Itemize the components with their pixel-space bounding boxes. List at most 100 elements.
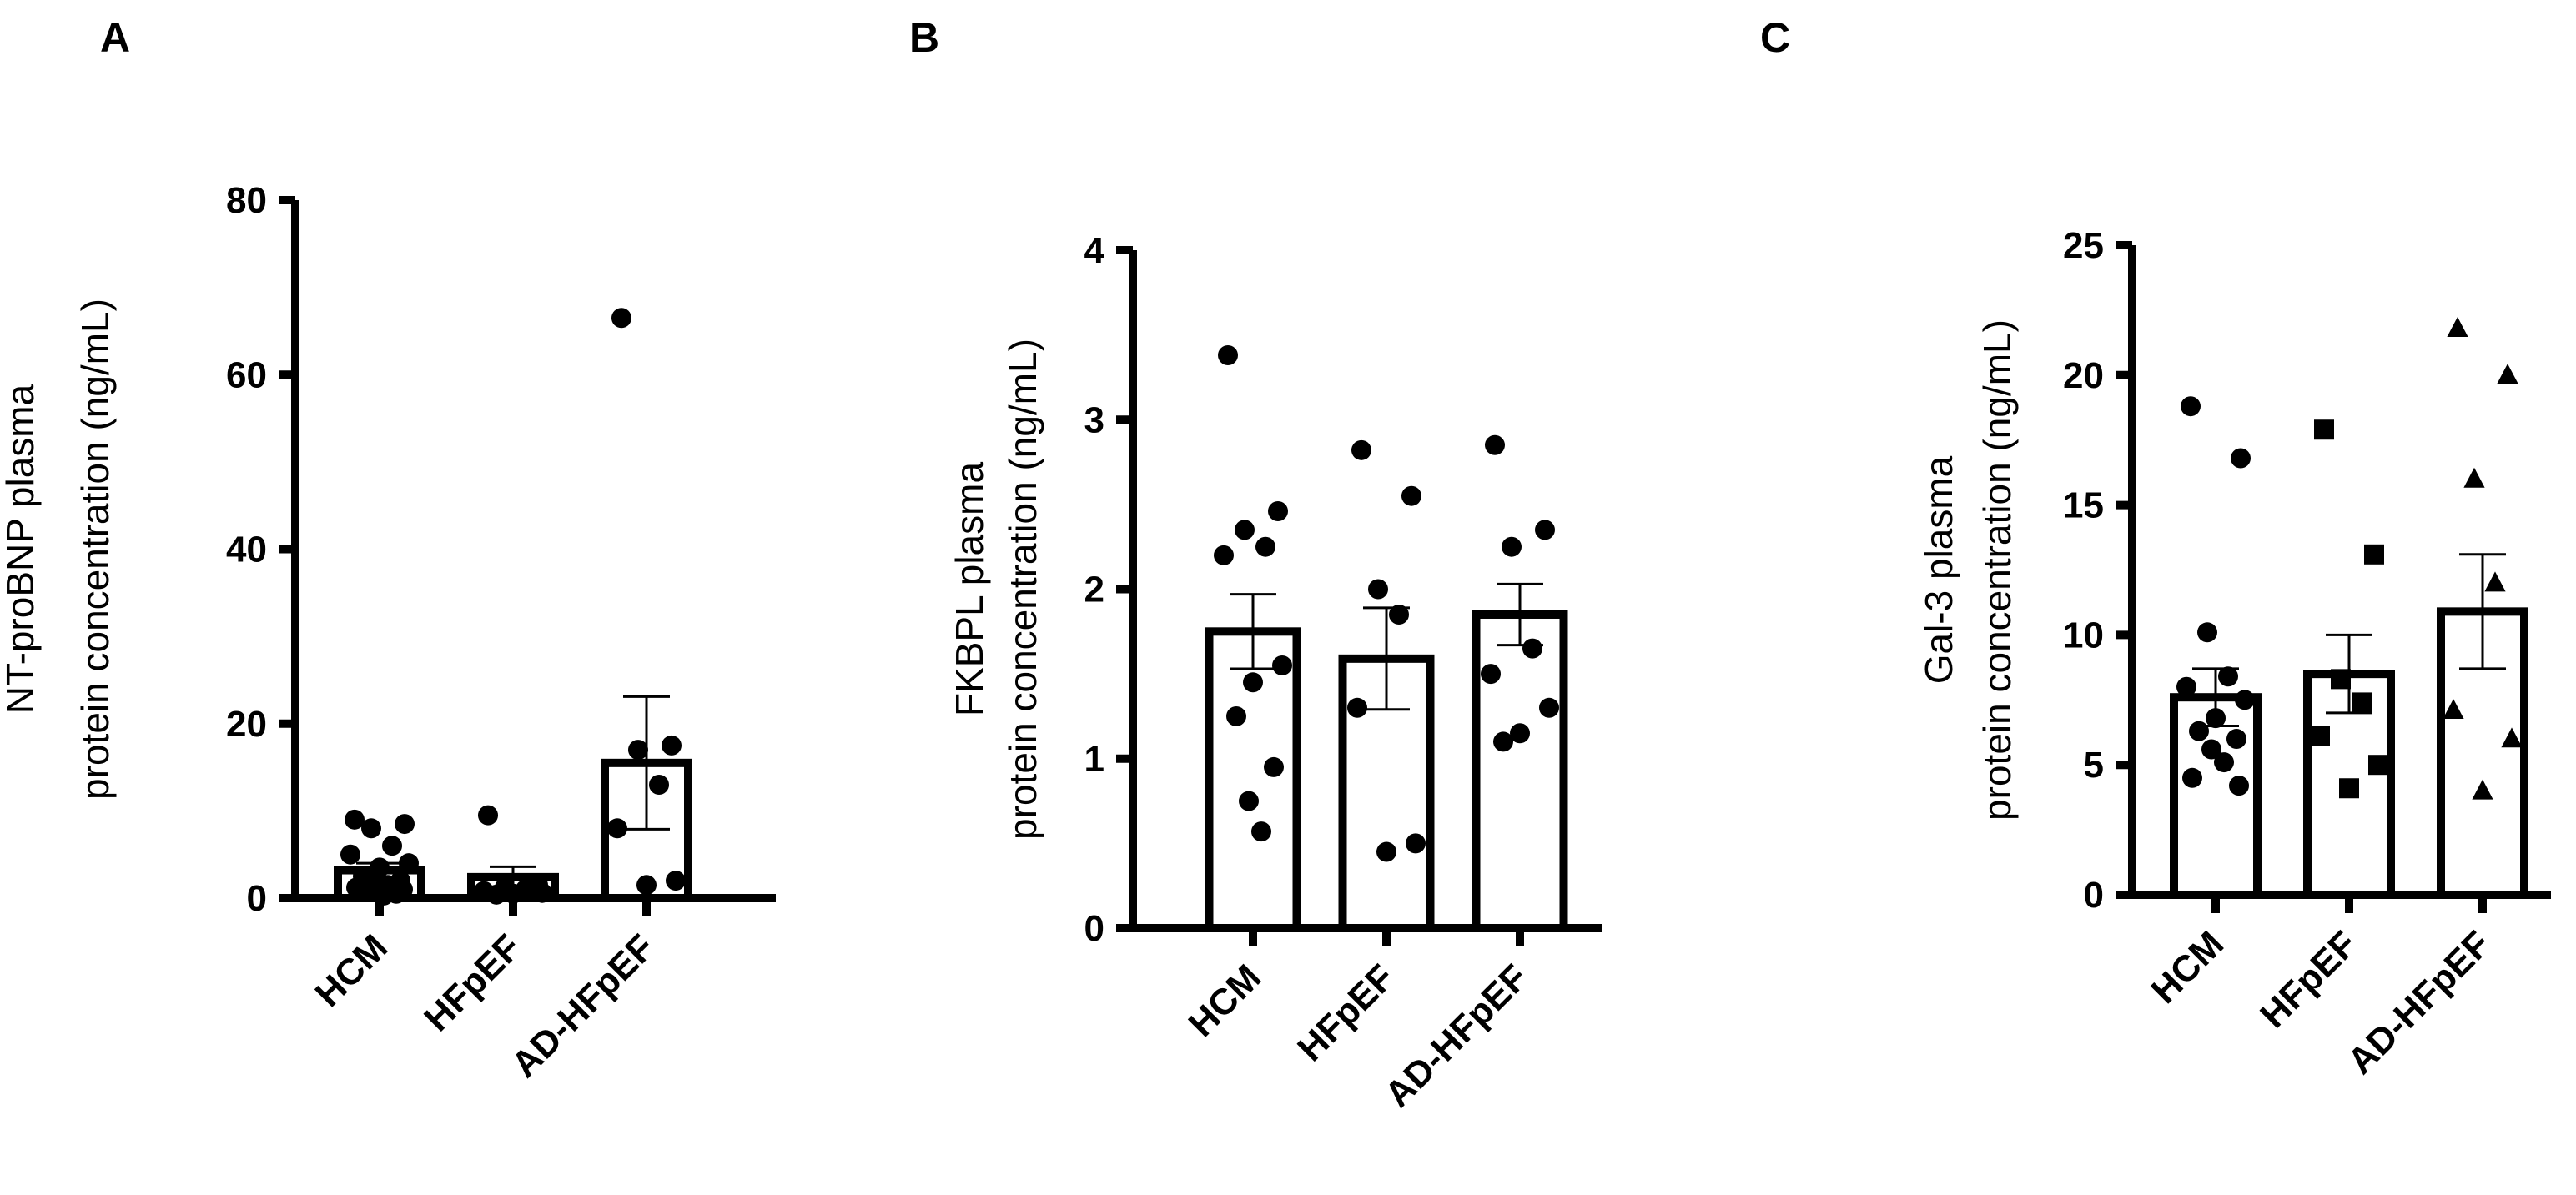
data-point bbox=[2339, 778, 2359, 799]
data-point bbox=[1272, 655, 1292, 675]
data-point bbox=[1535, 520, 1555, 540]
y-tick-label: 4 bbox=[1084, 230, 1105, 271]
y-tick-label: 1 bbox=[1084, 739, 1104, 780]
y-tick-label: 20 bbox=[2063, 355, 2104, 396]
y-tick-label: 0 bbox=[2084, 875, 2104, 916]
data-point bbox=[2484, 571, 2506, 592]
panel-letter: B bbox=[909, 14, 939, 61]
y-tick-label: 0 bbox=[1084, 908, 1104, 949]
data-point bbox=[628, 740, 648, 761]
y-axis-title: NT-proBNP plasma bbox=[0, 384, 42, 714]
y-tick-label: 15 bbox=[2063, 485, 2104, 526]
data-point bbox=[1539, 697, 1559, 718]
y-tick-label: 20 bbox=[226, 704, 267, 745]
data-point bbox=[2497, 364, 2518, 384]
x-tick-label-hfpef: HFpEF bbox=[1290, 957, 1402, 1069]
data-point bbox=[662, 735, 682, 756]
data-point bbox=[2226, 729, 2246, 750]
data-point bbox=[1510, 723, 1530, 744]
data-point bbox=[1376, 841, 1396, 862]
data-point bbox=[1255, 536, 1275, 557]
y-tick-label: 0 bbox=[247, 878, 267, 919]
data-point bbox=[2501, 727, 2523, 748]
data-point bbox=[2214, 752, 2234, 773]
data-point bbox=[2310, 726, 2330, 746]
data-point bbox=[2472, 779, 2493, 800]
data-point bbox=[1214, 545, 1234, 565]
data-point bbox=[1226, 705, 1246, 726]
y-tick-label: 3 bbox=[1084, 399, 1104, 440]
data-point bbox=[1218, 345, 1238, 366]
y-axis-title: FKBPL plasma bbox=[948, 462, 991, 717]
data-point bbox=[1243, 672, 1263, 693]
x-tick-label-ad-hfpef: AD-HFpEF bbox=[504, 926, 662, 1085]
y-axis-title: protein concentration (ng/mL) bbox=[1975, 319, 2019, 821]
data-point bbox=[395, 814, 415, 835]
data-point bbox=[666, 871, 686, 891]
data-point bbox=[1235, 520, 1255, 540]
data-point bbox=[1351, 439, 1371, 460]
data-point bbox=[1401, 485, 1421, 506]
x-tick-label-hfpef: HFpEF bbox=[2252, 923, 2365, 1036]
data-point bbox=[382, 836, 402, 856]
data-point bbox=[2447, 317, 2468, 337]
data-point bbox=[1406, 833, 1426, 854]
data-point bbox=[1522, 638, 1542, 659]
y-tick-label: 80 bbox=[226, 180, 267, 221]
x-tick-label-hfpef: HFpEF bbox=[416, 926, 529, 1039]
data-point bbox=[1251, 821, 1271, 842]
y-axis-title: Gal-3 plasma bbox=[1917, 455, 1960, 684]
data-point bbox=[2197, 622, 2217, 643]
data-point bbox=[1239, 791, 1259, 811]
y-axis-title: protein concentration (ng/mL) bbox=[1001, 339, 1044, 840]
data-point bbox=[478, 805, 498, 826]
data-point bbox=[361, 818, 381, 839]
data-point bbox=[1481, 664, 1501, 685]
data-point bbox=[636, 875, 657, 896]
data-point bbox=[2189, 721, 2209, 741]
y-tick-label: 2 bbox=[1084, 570, 1104, 610]
data-point bbox=[2201, 739, 2221, 760]
data-point bbox=[1485, 434, 1505, 455]
panel-letter: C bbox=[1760, 14, 1790, 61]
data-point bbox=[2364, 544, 2384, 565]
data-point bbox=[2231, 448, 2251, 469]
data-point bbox=[2443, 699, 2464, 720]
y-tick-label: 10 bbox=[2063, 615, 2104, 655]
data-point bbox=[1268, 501, 1288, 522]
data-point bbox=[1389, 604, 1409, 625]
data-point bbox=[1368, 579, 1388, 600]
data-point bbox=[399, 853, 419, 874]
y-tick-label: 60 bbox=[226, 354, 267, 395]
data-point bbox=[2176, 676, 2196, 697]
data-point bbox=[2229, 776, 2249, 796]
data-point bbox=[2181, 396, 2201, 417]
data-point bbox=[1502, 536, 1522, 557]
x-tick-label-hcm: HCM bbox=[2144, 923, 2232, 1012]
data-point bbox=[649, 774, 669, 795]
x-tick-label-hcm: HCM bbox=[308, 926, 396, 1015]
y-axis-title: protein concentration (ng/mL) bbox=[73, 299, 117, 800]
data-point bbox=[2218, 666, 2238, 687]
data-point bbox=[2368, 755, 2388, 776]
data-point bbox=[2182, 767, 2202, 788]
data-point bbox=[611, 308, 631, 329]
y-tick-label: 25 bbox=[2063, 225, 2104, 266]
bar-ad-hfpef bbox=[1472, 610, 1568, 932]
data-point bbox=[2352, 692, 2372, 713]
data-point bbox=[1347, 697, 1367, 718]
data-point bbox=[607, 818, 627, 839]
data-point bbox=[1493, 731, 1513, 752]
data-point bbox=[2235, 690, 2255, 710]
data-point bbox=[2314, 419, 2334, 440]
data-point bbox=[2331, 669, 2351, 690]
y-tick-label: 5 bbox=[2084, 745, 2104, 786]
panel-letter: A bbox=[100, 14, 130, 61]
x-tick-label-hcm: HCM bbox=[1181, 957, 1270, 1045]
x-tick-label-ad-hfpef: AD-HFpEF bbox=[2340, 923, 2498, 1082]
